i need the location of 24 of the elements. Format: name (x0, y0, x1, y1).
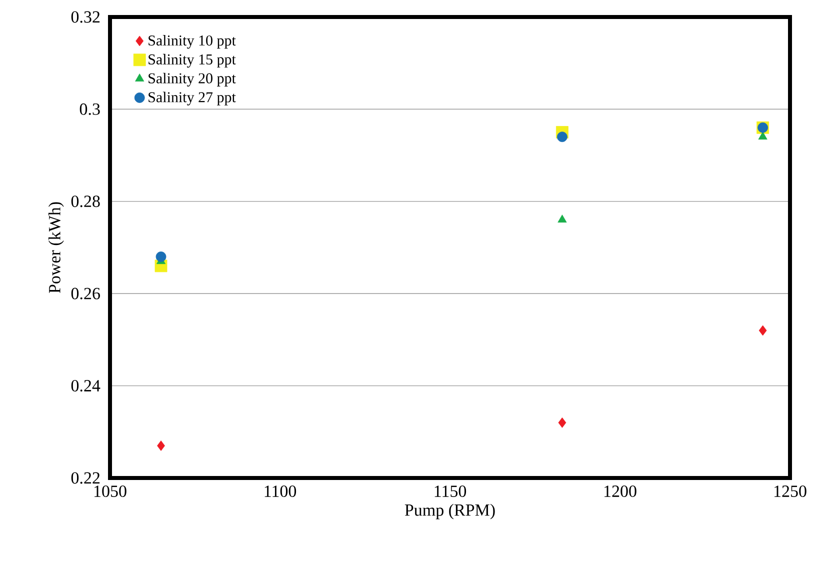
y-tick-label: 0.32 (71, 11, 100, 23)
y-tick-label: 0.28 (71, 196, 100, 208)
point (156, 252, 166, 262)
point (758, 325, 767, 336)
y-tick-label: 0.24 (71, 380, 100, 392)
x-tick-label: 1250 (774, 486, 806, 497)
y-tick-label: 0.26 (71, 288, 100, 300)
x-axis-title: Pump (RPM) (404, 504, 495, 520)
point (558, 417, 566, 428)
legend-label: Salinity 20 ppt (148, 72, 236, 86)
point (758, 132, 768, 140)
x-tick-label: 1100 (264, 486, 296, 497)
x-tick-label: 1200 (604, 486, 636, 497)
point (558, 214, 567, 223)
y-tick-label: 0.22 (71, 472, 100, 484)
legend-label: Salinity 27 ppt (148, 92, 236, 106)
y-tick-label: 0.3 (80, 103, 100, 115)
point (157, 440, 165, 451)
legend-label: Salinity 10 ppt (148, 35, 236, 49)
y-axis-title: Power (kWh) (48, 202, 64, 294)
x-tick-label: 1050 (94, 486, 126, 497)
x-tick-label: 1150 (434, 486, 466, 497)
point (557, 132, 568, 142)
legend-label: Salinity 15 ppt (148, 54, 236, 68)
